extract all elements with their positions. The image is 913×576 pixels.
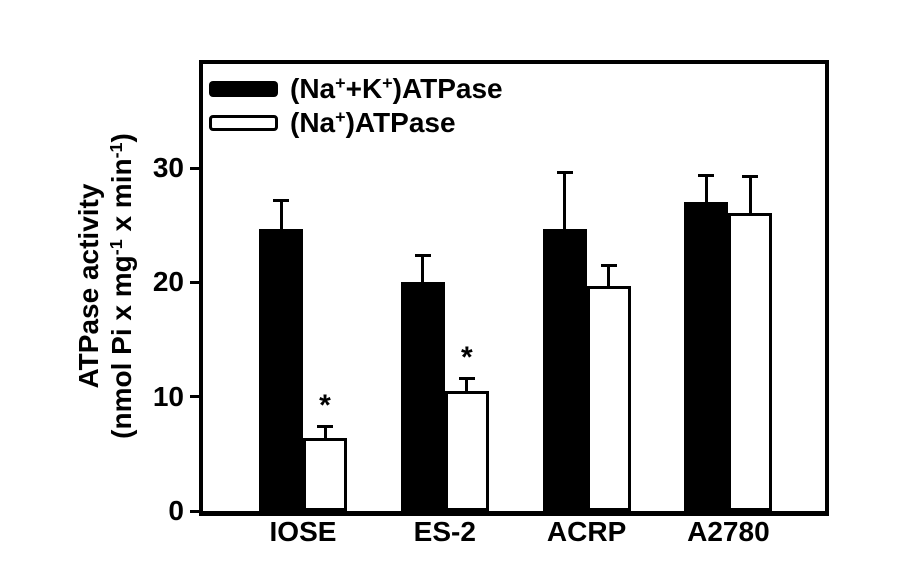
- legend-swatch: [209, 81, 278, 97]
- superscript-text: +: [335, 107, 346, 128]
- error-bar-cap: [742, 174, 759, 178]
- error-bar-stem: [748, 174, 752, 213]
- y-tick-label: 20: [152, 266, 184, 298]
- label-text: ): [106, 133, 137, 143]
- label-text: (Na: [290, 107, 336, 138]
- x-category-label-acrp: ACRP: [546, 516, 627, 547]
- bar-acrp--na-atpase: [586, 285, 631, 511]
- error-bar-cap: [556, 171, 573, 175]
- x-category-label-es-2: ES-2: [413, 516, 476, 547]
- error-bar-stem: [421, 253, 425, 283]
- error-bar-cap: [458, 377, 475, 381]
- label-text: )ATPase: [392, 73, 503, 104]
- superscript-text: -1: [106, 239, 127, 256]
- error-bar-cap: [317, 425, 333, 429]
- bar-a2780--na-k-atpase: [684, 202, 729, 511]
- legend-swatch: [209, 115, 278, 131]
- y-tick-label: 0: [168, 495, 184, 526]
- error-bar-stem: [563, 171, 567, 229]
- bar-acrp--na-k-atpase: [542, 228, 587, 511]
- y-tick-label: 10: [152, 380, 184, 412]
- error-bar-cap: [698, 173, 715, 177]
- superscript-text: +: [335, 73, 346, 94]
- error-bar-stem: [704, 173, 708, 203]
- bar-iose--na-atpase: [303, 437, 347, 511]
- significance-marker: *: [319, 389, 331, 423]
- superscript-text: +: [382, 73, 393, 94]
- y-tick-mark: [190, 166, 199, 170]
- x-category-label-a2780: A2780: [687, 516, 770, 547]
- bar-es-2--na-atpase: [444, 390, 489, 511]
- y-tick-mark: [190, 509, 199, 513]
- plot-area: * * (Na++K+)ATPase (Na+)ATPase: [199, 60, 829, 516]
- legend-label: (Na++K+)ATPase: [290, 73, 503, 105]
- legend: (Na++K+)ATPase (Na+)ATPase: [209, 72, 503, 140]
- legend-item--na-atpase: (Na+)ATPase: [209, 106, 503, 140]
- error-bar-cap: [273, 198, 289, 202]
- bar-es-2--na-k-atpase: [400, 282, 445, 511]
- y-tick-mark: [190, 280, 199, 284]
- label-text: (Na: [290, 73, 336, 104]
- y-tick-label: 30: [152, 152, 184, 184]
- legend-label: (Na+)ATPase: [290, 107, 456, 139]
- plot-content: * *: [203, 64, 825, 511]
- error-bar-stem: [279, 198, 283, 229]
- label-text: )ATPase: [345, 107, 456, 138]
- legend-item--na-k-atpase: (Na++K+)ATPase: [209, 72, 503, 106]
- label-text: +K: [345, 73, 383, 104]
- x-category-label-iose: IOSE: [269, 516, 337, 547]
- error-bar-cap: [600, 264, 617, 268]
- error-bar-cap: [414, 253, 431, 257]
- y-axis-title-line1: ATPase activity: [73, 183, 104, 389]
- significance-marker: *: [460, 341, 473, 375]
- error-bar-stem: [465, 377, 469, 391]
- bar-iose--na-k-atpase: [259, 228, 303, 511]
- y-tick-mark: [190, 395, 199, 399]
- error-bar-stem: [323, 425, 327, 438]
- error-bar-stem: [607, 264, 611, 286]
- bar-a2780--na-atpase: [728, 212, 773, 511]
